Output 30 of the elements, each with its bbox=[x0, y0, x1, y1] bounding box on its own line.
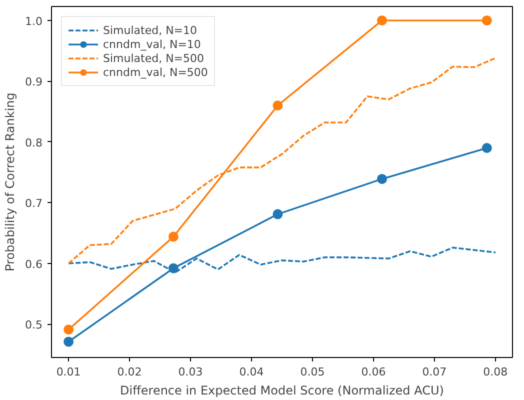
point bbox=[272, 100, 283, 110]
x-axis-title: Difference in Expected Model Score (Normalized ACU) bbox=[120, 384, 444, 398]
x-tick-label: 0.07 bbox=[422, 366, 447, 378]
point bbox=[482, 15, 492, 26]
x-tick-label: 0.02 bbox=[117, 366, 142, 378]
legend-label: Simulated, N=10 bbox=[103, 23, 198, 37]
point bbox=[377, 15, 388, 26]
legend-label: cnndm_val, N=500 bbox=[103, 65, 208, 79]
x-tick-label: 0.05 bbox=[300, 366, 325, 378]
legend-label: Simulated, N=500 bbox=[103, 51, 204, 65]
x-tick-label: 0.03 bbox=[178, 366, 203, 378]
legend-label: cnndm_val, N=10 bbox=[103, 37, 201, 51]
y-tick-label: 0.6 bbox=[25, 258, 43, 271]
x-tick-label: 0.04 bbox=[239, 366, 264, 378]
y-tick-label: 0.5 bbox=[25, 318, 43, 332]
y-tick-label: 1.0 bbox=[25, 14, 43, 28]
x-tick-label: 0.06 bbox=[361, 366, 386, 378]
point bbox=[64, 336, 74, 347]
y-tick-label: 0.7 bbox=[25, 197, 43, 210]
y-tick-label: 0.8 bbox=[25, 136, 43, 150]
point bbox=[272, 209, 283, 220]
point bbox=[377, 174, 388, 184]
y-axis-title: Probability of Correct Ranking bbox=[3, 92, 18, 272]
point bbox=[168, 263, 178, 274]
y-tick-label: 0.9 bbox=[25, 76, 43, 89]
x-tick-label: 0.01 bbox=[56, 366, 81, 378]
point bbox=[168, 232, 178, 242]
point bbox=[64, 324, 74, 335]
x-tick-label: 0.08 bbox=[483, 366, 508, 378]
point bbox=[482, 143, 492, 153]
